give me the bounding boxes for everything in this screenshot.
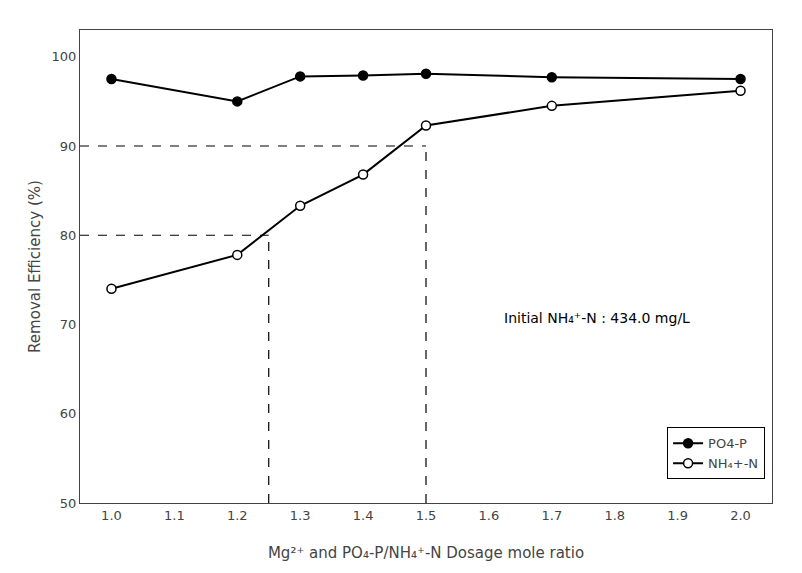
svg-text:Removal Efficiency (%): Removal Efficiency (%) xyxy=(26,180,44,353)
svg-text:90: 90 xyxy=(60,139,77,154)
svg-text:PO4-P: PO4-P xyxy=(708,436,747,451)
svg-text:70: 70 xyxy=(60,317,77,332)
svg-text:1.2: 1.2 xyxy=(227,508,248,523)
svg-text:1.5: 1.5 xyxy=(416,508,437,523)
svg-text:50: 50 xyxy=(60,496,77,511)
svg-text:1.8: 1.8 xyxy=(604,508,625,523)
svg-text:1.7: 1.7 xyxy=(541,508,562,523)
svg-text:NH₄+-N: NH₄+-N xyxy=(708,456,758,471)
svg-text:1.9: 1.9 xyxy=(667,508,688,523)
svg-text:2.0: 2.0 xyxy=(730,508,751,523)
svg-text:1.0: 1.0 xyxy=(101,508,122,523)
svg-text:1.4: 1.4 xyxy=(353,508,374,523)
svg-text:80: 80 xyxy=(60,228,77,243)
svg-text:1.1: 1.1 xyxy=(164,508,185,523)
svg-text:1.6: 1.6 xyxy=(479,508,500,523)
svg-text:Mg²⁺ and PO₄-P/NH₄⁺-N Dosage m: Mg²⁺ and PO₄-P/NH₄⁺-N Dosage mole ratio xyxy=(268,544,584,562)
svg-text:100: 100 xyxy=(52,49,77,64)
svg-text:1.3: 1.3 xyxy=(290,508,311,523)
svg-text:Initial NH₄⁺-N : 434.0 mg/L: Initial NH₄⁺-N : 434.0 mg/L xyxy=(504,310,690,326)
svg-text:60: 60 xyxy=(60,406,77,421)
